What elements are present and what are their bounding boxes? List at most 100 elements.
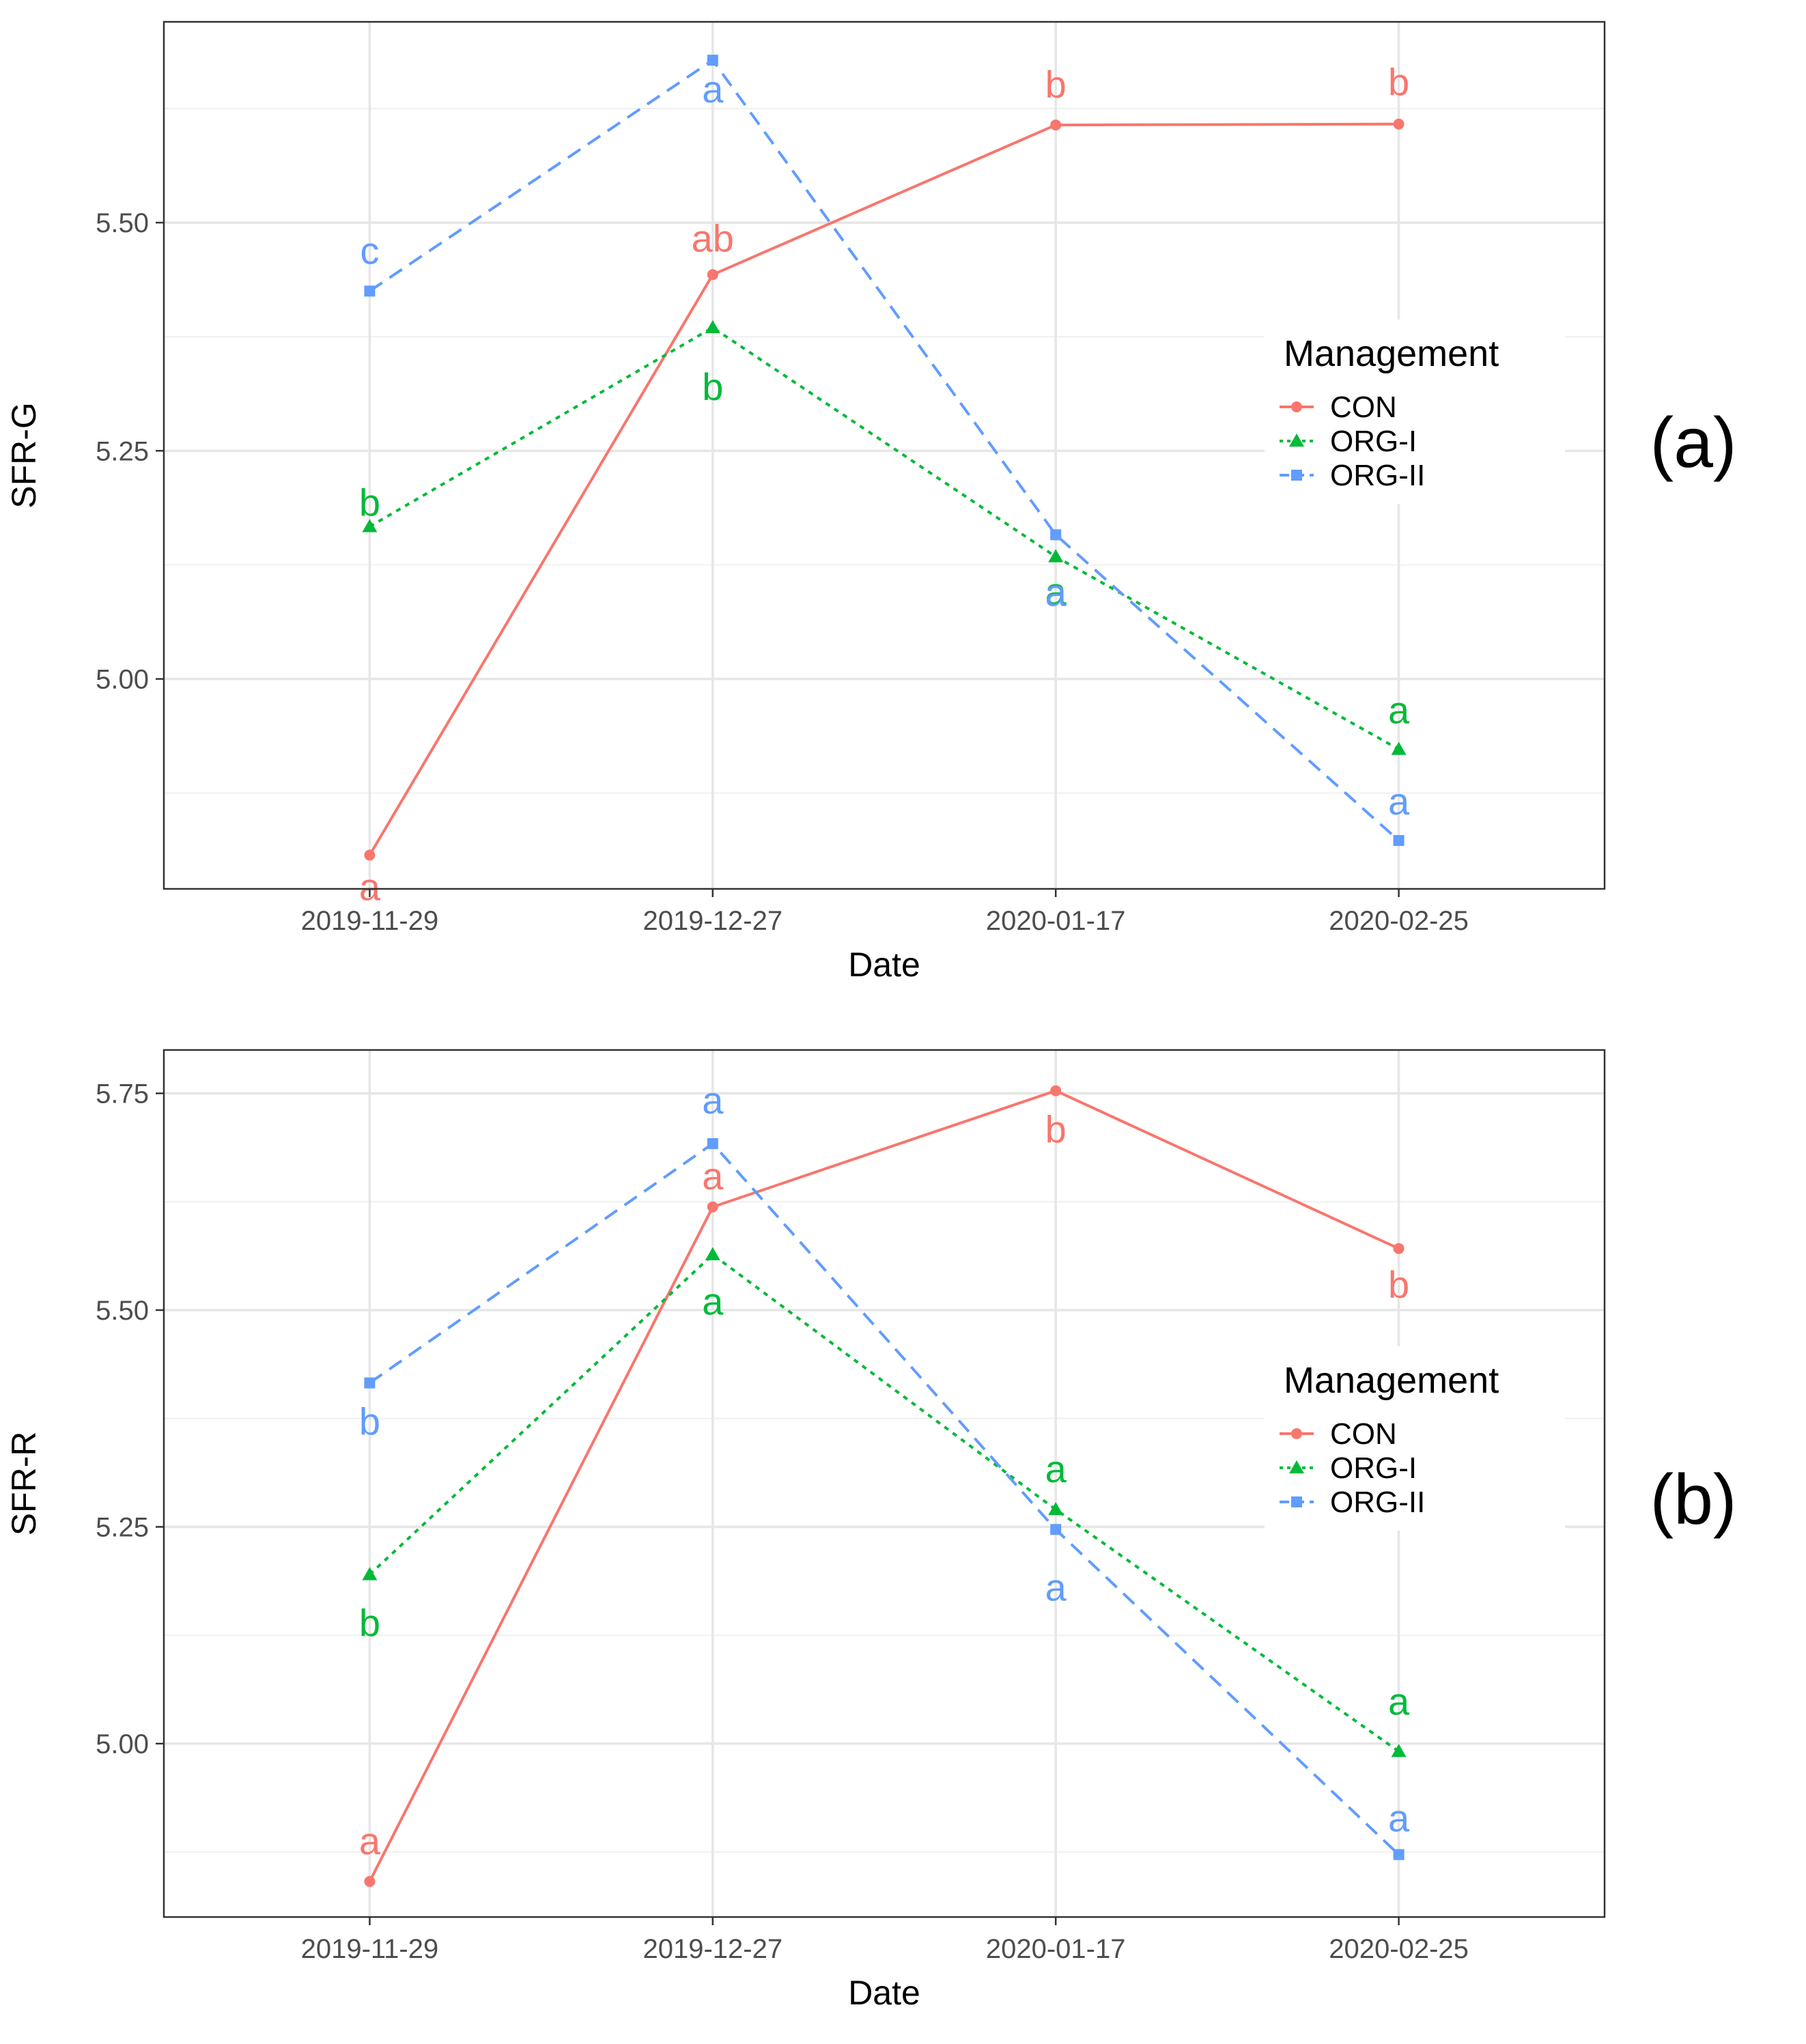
legend-background — [1265, 1346, 1565, 1531]
y-tick-label: 5.25 — [96, 436, 149, 466]
legend-label-org-i: ORG-I — [1330, 1451, 1417, 1485]
series-line-con — [368, 1089, 1400, 1882]
series-line-org-i — [369, 1253, 1400, 1753]
significance-letter: b — [359, 1601, 380, 1644]
legend-key-org-i — [1280, 1460, 1314, 1474]
significance-letter: a — [702, 68, 724, 111]
panel-tag: (a) — [1650, 403, 1736, 483]
y-tick-label: 5.50 — [96, 208, 149, 238]
panel-border — [163, 20, 1606, 890]
legend-key-org-ii — [1280, 470, 1314, 481]
legend-key-org-i — [1280, 434, 1314, 447]
significance-letter: a — [1045, 569, 1067, 612]
legend-label-con: CON — [1330, 1417, 1397, 1451]
point-org-ii — [364, 285, 376, 297]
significance-letter: b — [359, 481, 380, 524]
series-line-con — [368, 122, 1399, 856]
point-org-ii — [1393, 1849, 1405, 1860]
point-org-i — [705, 1247, 720, 1260]
y-axis-title: SFR-R — [5, 1432, 43, 1536]
point-org-i — [362, 519, 378, 533]
significance-letter: b — [1388, 61, 1409, 104]
series-line-org-i — [369, 326, 1400, 751]
significance-letter: a — [1045, 1565, 1067, 1608]
x-tick-label: 2019-12-27 — [643, 906, 783, 936]
y-tick-label: 5.25 — [96, 1513, 149, 1543]
y-axis-title: SFR-G — [5, 402, 43, 509]
legend-key-con — [1280, 1428, 1314, 1439]
legend-key-con — [1280, 401, 1314, 412]
significance-letter: a — [1388, 688, 1410, 731]
legend-label-org-ii: ORG-II — [1330, 459, 1425, 492]
point-con — [364, 849, 376, 861]
point-org-i — [705, 320, 720, 334]
significance-letter: a — [1045, 1447, 1067, 1490]
point-org-i — [1048, 1502, 1064, 1516]
x-tick-label: 2020-02-25 — [1329, 906, 1469, 936]
legend-background — [1265, 320, 1565, 504]
panel-border — [163, 1049, 1606, 1918]
significance-letter: a — [702, 1280, 724, 1323]
x-tick-label: 2020-01-17 — [986, 906, 1126, 936]
point-org-ii — [707, 1138, 718, 1150]
significance-letter: b — [1388, 1263, 1409, 1306]
point-org-ii — [1050, 1524, 1062, 1535]
point-org-ii — [1393, 835, 1405, 847]
legend-key-marker — [1291, 470, 1302, 481]
point-con — [1050, 1085, 1062, 1096]
point-con — [364, 1875, 376, 1887]
point-con — [1393, 1243, 1405, 1254]
significance-letter: a — [1388, 1797, 1410, 1840]
point-org-i — [362, 1567, 378, 1580]
significance-letter: ab — [692, 216, 734, 259]
panel-tag: (b) — [1650, 1460, 1736, 1539]
series-line-org-ii — [369, 59, 1400, 842]
significance-letter: b — [1045, 1108, 1067, 1151]
point-con — [707, 1201, 718, 1212]
x-tick-label: 2020-01-17 — [986, 1934, 1126, 1964]
legend-label-org-ii: ORG-II — [1330, 1486, 1425, 1519]
significance-letter: a — [702, 1079, 724, 1122]
legend-key-marker — [1291, 1496, 1302, 1507]
y-tick-label: 5.50 — [96, 1296, 149, 1326]
significance-letter: c — [360, 229, 379, 272]
point-org-i — [1391, 1744, 1407, 1757]
legend-label-org-i: ORG-I — [1330, 425, 1417, 458]
point-con — [707, 269, 718, 281]
point-con — [1050, 119, 1062, 131]
significance-letter: b — [1045, 63, 1067, 106]
y-tick-label: 5.75 — [96, 1079, 149, 1109]
x-axis-title: Date — [848, 946, 920, 984]
legend-title: Management — [1284, 333, 1499, 374]
y-tick-label: 5.00 — [96, 1729, 149, 1759]
x-tick-label: 2020-02-25 — [1329, 1934, 1469, 1964]
point-org-i — [1391, 741, 1407, 755]
point-con — [1393, 118, 1405, 130]
significance-letter: b — [359, 1400, 380, 1443]
significance-letter: a — [1388, 780, 1410, 823]
legend-key-marker — [1291, 401, 1302, 412]
x-tick-label: 2019-11-29 — [301, 906, 439, 936]
x-tick-label: 2019-11-29 — [301, 1934, 439, 1964]
legend-key-marker — [1289, 1460, 1304, 1474]
y-tick-label: 5.00 — [96, 665, 149, 695]
significance-letter: b — [702, 365, 723, 408]
legend-title: Management — [1284, 1360, 1499, 1401]
point-org-ii — [1050, 529, 1062, 541]
significance-letter: a — [1045, 571, 1067, 614]
legend-key-marker — [1291, 1428, 1302, 1439]
legend-key-org-ii — [1280, 1496, 1314, 1507]
x-axis-title: Date — [848, 1974, 920, 2012]
point-org-ii — [707, 55, 718, 66]
series-line-org-ii — [369, 1142, 1400, 1856]
point-org-ii — [364, 1377, 376, 1389]
legend-label-con: CON — [1330, 391, 1397, 424]
significance-letter: a — [359, 1819, 381, 1862]
significance-letter: a — [702, 1154, 724, 1197]
significance-letter: a — [359, 866, 381, 909]
